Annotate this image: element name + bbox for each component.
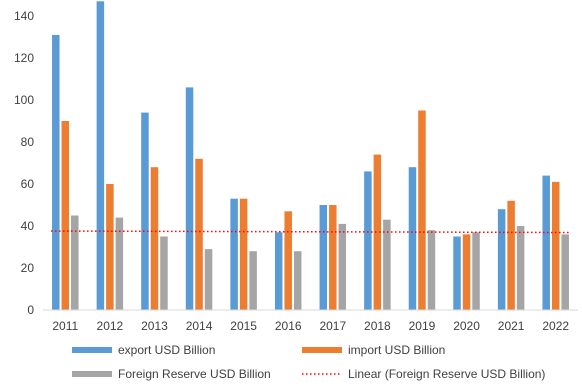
- bars: [52, 1, 569, 311]
- bar-foreign-reserve-usd-billion-2020: [472, 232, 480, 310]
- x-tick-label: 2020: [453, 319, 480, 333]
- x-tick-label: 2013: [141, 319, 168, 333]
- bar-import-usd-billion-2019: [418, 110, 426, 310]
- legend-label: export USD Billion: [118, 343, 215, 357]
- bar-export-usd-billion-2020: [453, 236, 461, 310]
- bar-foreign-reserve-usd-billion-2021: [516, 226, 525, 310]
- y-tick-label: 100: [14, 93, 34, 107]
- legend-swatch: [302, 347, 342, 353]
- legend-swatch: [72, 371, 112, 377]
- y-tick-label: 0: [27, 303, 34, 317]
- legend-item-import-usd-billion: import USD Billion: [302, 343, 445, 357]
- bar-foreign-reserve-usd-billion-2013: [160, 236, 168, 310]
- bar-import-usd-billion-2018: [373, 154, 382, 310]
- trendline: [51, 230, 570, 234]
- bar-import-usd-billion-2014: [195, 158, 203, 310]
- trendline-foreign-reserve: [51, 230, 570, 234]
- bar-foreign-reserve-usd-billion-2017: [338, 223, 347, 310]
- legend-item-linear-foreign-reserve-usd-billion-: Linear (Foreign Reserve USD Billion): [302, 367, 545, 381]
- legend-item-export-usd-billion: export USD Billion: [72, 343, 215, 357]
- bar-foreign-reserve-usd-billion-2016: [293, 251, 302, 310]
- bar-foreign-reserve-usd-billion-2011: [71, 215, 79, 310]
- bar-foreign-reserve-usd-billion-2022: [561, 234, 569, 310]
- x-tick-label: 2012: [97, 319, 124, 333]
- bar-import-usd-billion-2015: [239, 198, 248, 310]
- y-tick-label: 120: [14, 51, 34, 65]
- x-tick-label: 2017: [319, 319, 346, 333]
- bar-import-usd-billion-2022: [551, 181, 560, 310]
- x-axis: 2011 2012 2013 2014 2015 2016 2017 2018 2019 2020…: [43, 309, 578, 333]
- bar-export-usd-billion-2021: [497, 209, 506, 310]
- legend: export USD Billion import USD Billion Fore…: [72, 343, 545, 381]
- x-tick-label: 2021: [498, 319, 525, 333]
- bar-foreign-reserve-usd-billion-2012: [115, 217, 124, 310]
- y-tick-label: 60: [21, 177, 35, 191]
- legend-item-foreign-reserve-usd-billion: Foreign Reserve USD Billion: [72, 367, 271, 381]
- bar-export-usd-billion-2014: [185, 87, 194, 311]
- bar-export-usd-billion-2015: [230, 198, 238, 310]
- y-tick-label: 40: [21, 219, 35, 233]
- x-tick-label: 2015: [230, 319, 257, 333]
- x-tick-label: 2022: [542, 319, 569, 333]
- x-tick-label: 2018: [364, 319, 391, 333]
- x-tick-label: 2014: [186, 319, 213, 333]
- bar-import-usd-billion-2017: [329, 205, 337, 310]
- bar-foreign-reserve-usd-billion-2014: [204, 249, 213, 310]
- bar-export-usd-billion-2012: [96, 1, 105, 311]
- legend-label: Linear (Foreign Reserve USD Billion): [348, 367, 545, 381]
- x-tick-label: 2019: [409, 319, 436, 333]
- y-axis: 0 20 40 60 80 100 120 140: [14, 9, 34, 317]
- x-tick-label: 2011: [52, 319, 78, 333]
- y-tick-label: 80: [21, 135, 35, 149]
- bar-foreign-reserve-usd-billion-2015: [249, 251, 257, 310]
- bar-export-usd-billion-2016: [274, 232, 283, 310]
- bar-foreign-reserve-usd-billion-2018: [383, 219, 391, 310]
- legend-label: import USD Billion: [348, 343, 445, 357]
- y-tick-label: 140: [14, 9, 34, 23]
- x-tick-label: 2016: [275, 319, 302, 333]
- bar-export-usd-billion-2022: [542, 175, 550, 310]
- bar-import-usd-billion-2020: [462, 234, 471, 310]
- bar-export-usd-billion-2018: [364, 171, 372, 310]
- bar-export-usd-billion-2013: [141, 112, 149, 310]
- bar-import-usd-billion-2021: [507, 200, 515, 310]
- legend-label: Foreign Reserve USD Billion: [118, 367, 271, 381]
- y-tick-label: 20: [21, 261, 35, 275]
- bar-export-usd-billion-2011: [52, 34, 60, 311]
- bar-export-usd-billion-2017: [319, 205, 328, 310]
- bar-import-usd-billion-2012: [106, 184, 114, 310]
- legend-swatch: [72, 347, 112, 353]
- bar-foreign-reserve-usd-billion-2019: [427, 230, 436, 310]
- bar-import-usd-billion-2013: [150, 167, 159, 310]
- bar-export-usd-billion-2019: [408, 167, 417, 310]
- bar-import-usd-billion-2011: [61, 121, 70, 310]
- bar-import-usd-billion-2016: [284, 211, 292, 310]
